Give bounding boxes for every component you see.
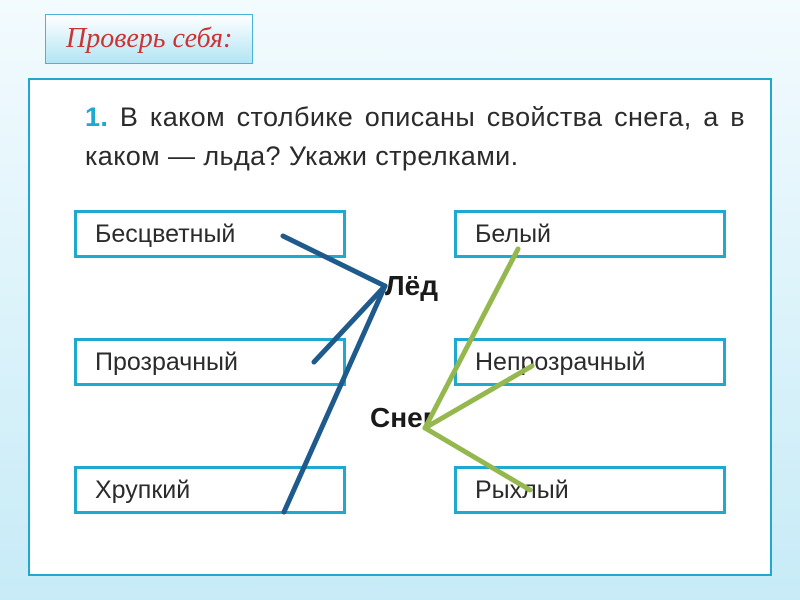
question-number: 1. (85, 102, 108, 132)
slide-root: Проверь себя: 1. В каком столбике описан… (0, 0, 800, 600)
question-body: В каком столбике описаны свойства сне­га… (85, 102, 745, 171)
center-label: Снег (370, 402, 434, 434)
property-box: Бесцветный (74, 210, 346, 258)
question-text: 1. В каком столбике описаны свойства сне… (85, 98, 745, 176)
question-panel: 1. В каком столбике описаны свойства сне… (28, 78, 772, 576)
property-box: Хрупкий (74, 466, 346, 514)
title-box: Проверь себя: (45, 14, 253, 64)
title-text: Проверь себя: (66, 23, 232, 54)
property-box: Прозрачный (74, 338, 346, 386)
property-box: Белый (454, 210, 726, 258)
property-box: Непрозрачный (454, 338, 726, 386)
property-box: Рыхлый (454, 466, 726, 514)
center-label: Лёд (385, 270, 438, 302)
